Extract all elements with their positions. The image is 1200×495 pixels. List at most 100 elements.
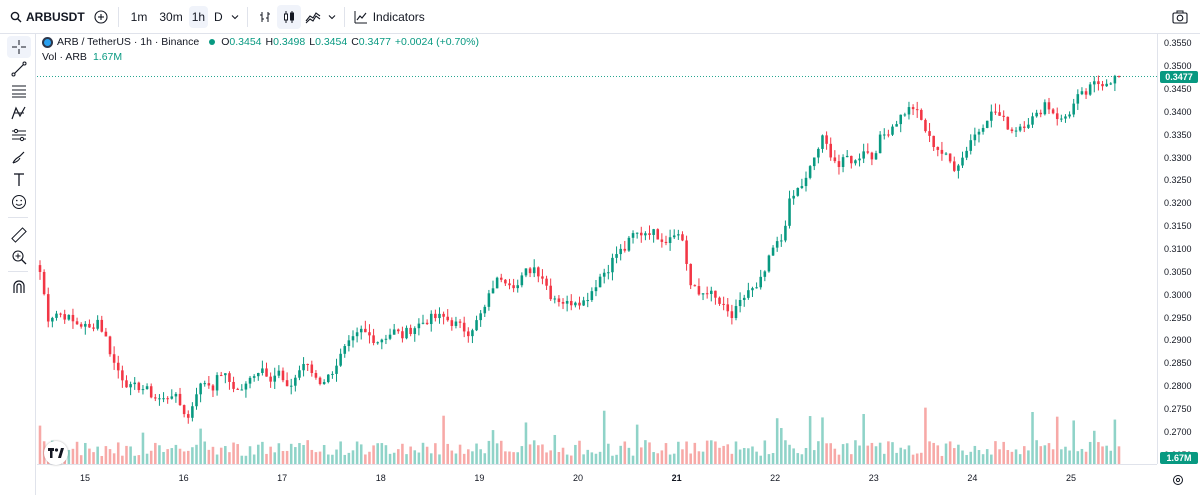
zoom-tool[interactable] xyxy=(7,246,31,268)
volume-bar xyxy=(738,449,742,464)
volume-bar xyxy=(672,453,676,464)
candle-body xyxy=(557,298,561,303)
candle-body xyxy=(211,385,215,391)
indicators-button[interactable]: Indicators xyxy=(350,4,429,30)
pattern-tool[interactable] xyxy=(7,102,31,124)
interval-1h[interactable]: 1h xyxy=(188,4,209,30)
candle-body xyxy=(166,398,169,400)
volume-bar xyxy=(701,451,705,464)
text-tool[interactable] xyxy=(7,169,31,191)
volume-bar xyxy=(166,449,169,464)
legend-volume-row: Vol · ARB 1.67M xyxy=(42,50,479,64)
candle-body xyxy=(1035,112,1038,117)
chart-pane[interactable] xyxy=(37,34,1157,464)
interval-30m[interactable]: 30m xyxy=(159,9,183,24)
candle-body xyxy=(79,324,83,327)
volume-bar xyxy=(347,452,351,464)
time-tick: 22 xyxy=(770,473,781,483)
indicators-label: Indicators xyxy=(372,9,425,24)
bar-style-button[interactable] xyxy=(253,5,277,29)
fib-tool[interactable] xyxy=(7,80,31,102)
ruler-tool[interactable] xyxy=(7,224,31,246)
symbol-search[interactable]: ARBUSDT xyxy=(6,4,89,30)
trend-line-tool[interactable] xyxy=(7,58,31,80)
candle-body xyxy=(854,160,857,164)
gear-icon xyxy=(1173,475,1183,485)
volume-bar xyxy=(644,440,647,464)
interval-d[interactable]: D xyxy=(214,9,223,24)
volume-bar xyxy=(920,452,923,464)
chart-style-dropdown[interactable] xyxy=(325,4,339,30)
volume-bar xyxy=(1060,449,1063,464)
last-volume-label: 1.67M xyxy=(1160,452,1198,464)
volume-label[interactable]: Vol · ARB xyxy=(42,51,87,63)
candle-body xyxy=(38,265,42,272)
volume-bar xyxy=(747,448,750,464)
volume-bar xyxy=(203,441,207,464)
volume-bar xyxy=(590,452,594,464)
candle-body xyxy=(899,114,903,125)
prediction-tool[interactable] xyxy=(7,124,31,146)
volume-bar xyxy=(298,443,301,464)
time-axis[interactable]: 15 16 17 18 19 20 21 22 23 24 25 xyxy=(37,464,1183,495)
volume-bar xyxy=(557,452,561,464)
candle-body xyxy=(627,237,631,251)
volume-bar xyxy=(1039,446,1043,464)
candle-body xyxy=(46,294,50,322)
symbol-name: ARBUSDT xyxy=(26,9,85,24)
candle-body xyxy=(96,319,99,329)
candle-body xyxy=(569,300,573,306)
snapshot-button[interactable] xyxy=(1168,5,1192,29)
volume-bar xyxy=(561,447,565,464)
candle-body xyxy=(961,157,964,166)
candle-body xyxy=(454,321,458,326)
volume-bar xyxy=(368,451,371,464)
candle-body xyxy=(952,161,956,171)
compare-symbol-button[interactable] xyxy=(89,5,113,29)
candle-body xyxy=(841,157,845,167)
candle-body xyxy=(294,377,297,386)
volume-bar xyxy=(450,450,454,464)
volume-bar xyxy=(458,444,462,464)
volume-bar xyxy=(664,443,668,464)
emoji-tool[interactable] xyxy=(7,191,31,213)
candle-body xyxy=(92,327,95,329)
tradingview-logo[interactable] xyxy=(44,441,68,465)
time-tick: 24 xyxy=(967,473,978,483)
legend-title[interactable]: ARB / TetherUS · 1h · Binance xyxy=(57,36,200,48)
candle-body xyxy=(648,233,651,235)
candle-body xyxy=(458,321,462,323)
price-axis[interactable]: 0.3550 0.3500 0.3450 0.3400 0.3350 0.3300 0.32… xyxy=(1157,34,1200,464)
settings-gear[interactable] xyxy=(1172,473,1184,491)
crosshair-tool[interactable] xyxy=(7,36,31,58)
candle-body xyxy=(891,126,894,135)
interval-dropdown[interactable] xyxy=(228,4,242,30)
candle-body xyxy=(907,107,911,115)
candle-body xyxy=(203,383,207,385)
candle-body xyxy=(903,114,907,116)
candle-body xyxy=(42,271,46,295)
candles-style-button[interactable] xyxy=(276,4,301,29)
volume-value: 1.67M xyxy=(92,51,123,63)
interval-1m[interactable]: 1m xyxy=(130,9,148,24)
candle-body xyxy=(668,237,672,244)
magnet-tool[interactable] xyxy=(7,276,31,298)
volume-bar xyxy=(969,451,973,464)
volume-bar xyxy=(199,428,202,464)
candle-body xyxy=(1051,109,1055,114)
candle-body xyxy=(298,370,301,378)
volume-bar xyxy=(38,425,42,464)
volume-bar xyxy=(1105,445,1108,464)
candle-body xyxy=(467,331,470,337)
candle-body xyxy=(88,323,91,328)
brush-tool[interactable] xyxy=(7,146,31,168)
volume-bar xyxy=(990,454,993,464)
volume-bar xyxy=(932,442,935,464)
candle-body xyxy=(224,373,227,376)
price-tick: 0.2750 xyxy=(1164,404,1192,415)
area-style-button[interactable] xyxy=(301,5,325,29)
candle-body xyxy=(479,313,482,321)
candle-body xyxy=(607,272,610,274)
price-chart[interactable] xyxy=(37,34,1157,464)
